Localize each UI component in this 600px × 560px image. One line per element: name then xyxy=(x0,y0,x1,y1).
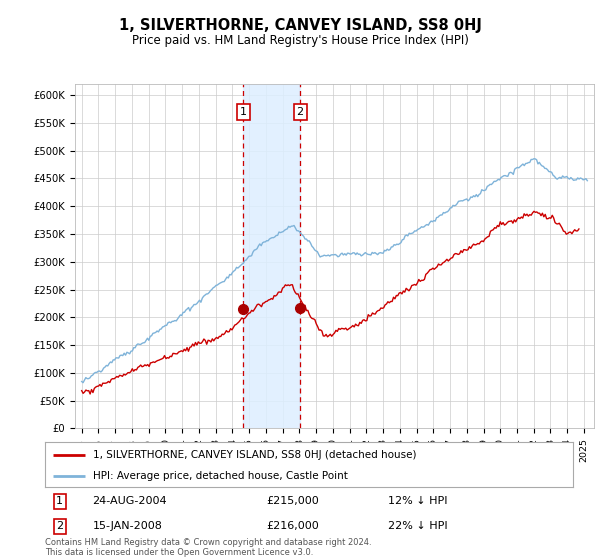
Text: 2: 2 xyxy=(56,521,64,531)
Text: 2: 2 xyxy=(296,107,304,117)
Text: Contains HM Land Registry data © Crown copyright and database right 2024.
This d: Contains HM Land Registry data © Crown c… xyxy=(45,538,371,557)
Text: 12% ↓ HPI: 12% ↓ HPI xyxy=(388,496,448,506)
Text: £215,000: £215,000 xyxy=(267,496,320,506)
Text: 1: 1 xyxy=(56,496,63,506)
Text: 24-AUG-2004: 24-AUG-2004 xyxy=(92,496,167,506)
Text: 1, SILVERTHORNE, CANVEY ISLAND, SS8 0HJ (detached house): 1, SILVERTHORNE, CANVEY ISLAND, SS8 0HJ … xyxy=(92,450,416,460)
Text: 22% ↓ HPI: 22% ↓ HPI xyxy=(388,521,448,531)
Text: 1, SILVERTHORNE, CANVEY ISLAND, SS8 0HJ: 1, SILVERTHORNE, CANVEY ISLAND, SS8 0HJ xyxy=(119,18,481,33)
Bar xyxy=(243,84,300,428)
Text: 1: 1 xyxy=(240,107,247,117)
Text: £216,000: £216,000 xyxy=(267,521,320,531)
Text: Price paid vs. HM Land Registry's House Price Index (HPI): Price paid vs. HM Land Registry's House … xyxy=(131,34,469,46)
Text: 15-JAN-2008: 15-JAN-2008 xyxy=(92,521,163,531)
Text: HPI: Average price, detached house, Castle Point: HPI: Average price, detached house, Cast… xyxy=(92,471,347,481)
